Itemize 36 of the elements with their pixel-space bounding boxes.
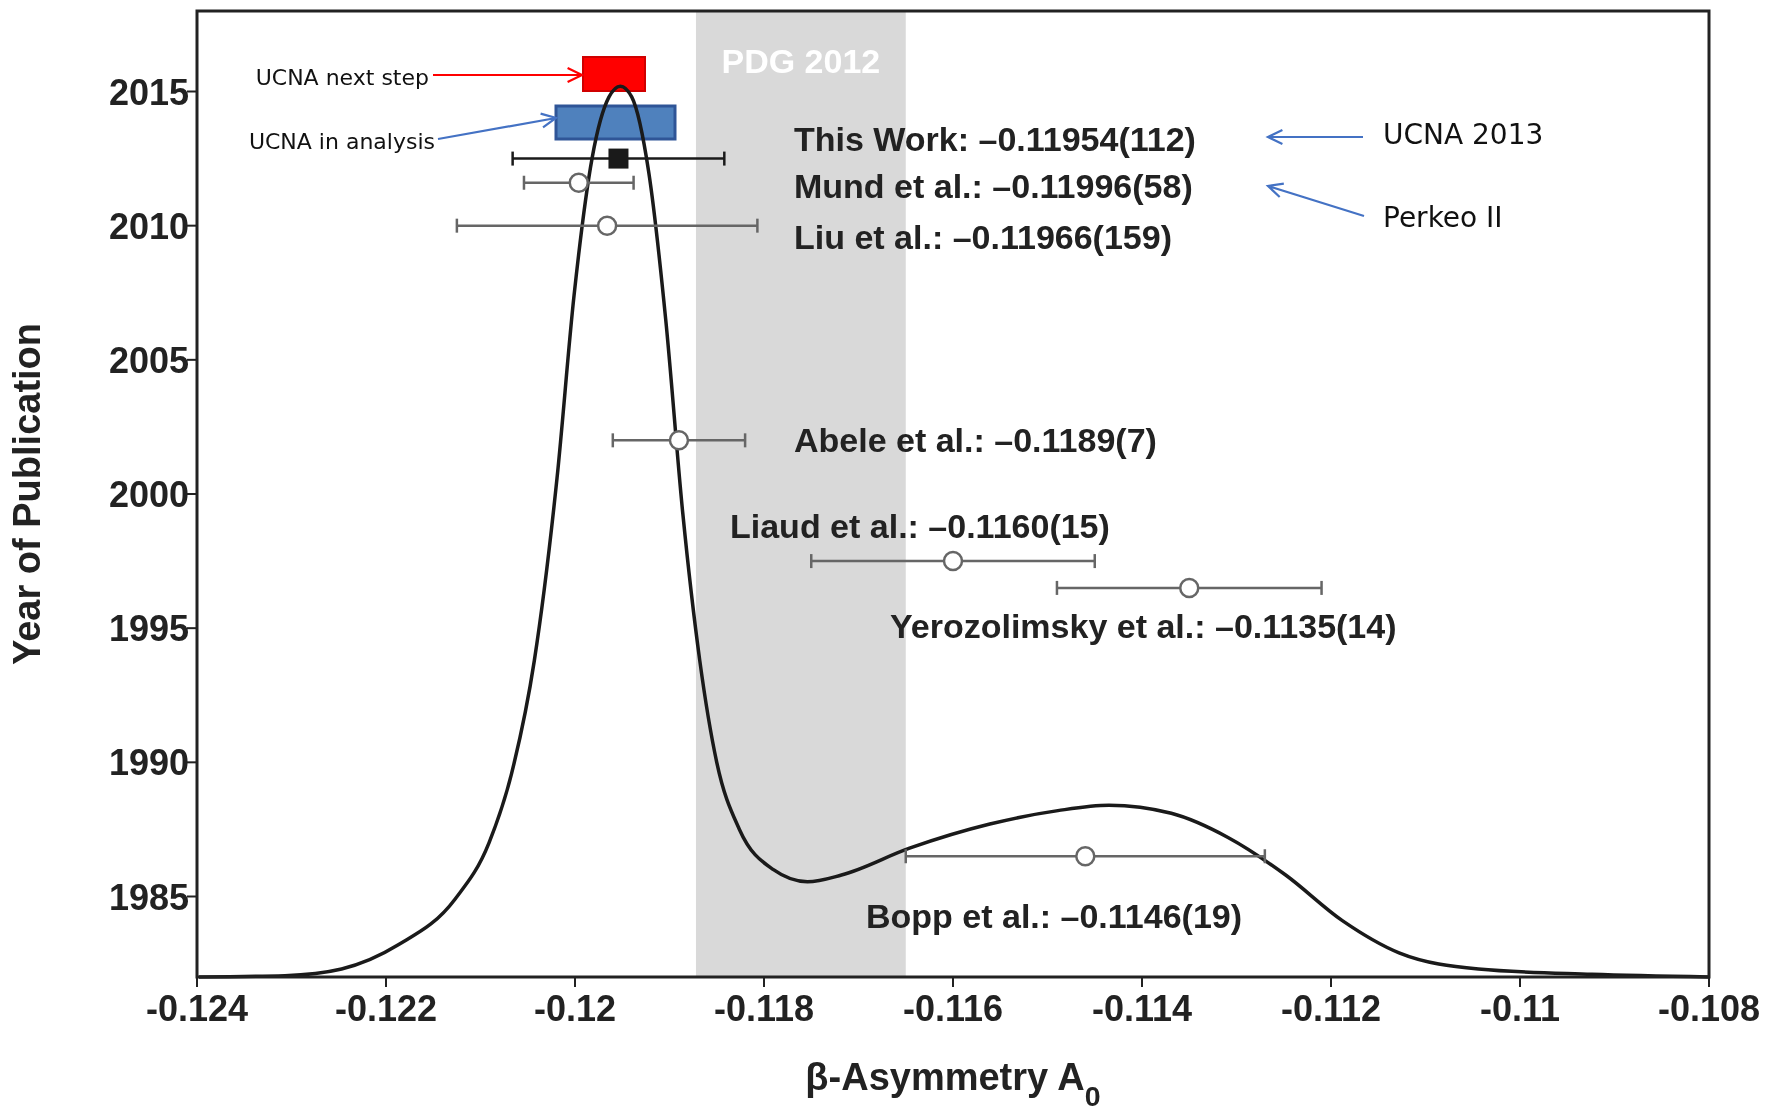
y-tick-label: 1995 xyxy=(108,608,189,650)
x-tick-label: -0.11 xyxy=(1479,988,1561,1029)
y-tick-label: 2000 xyxy=(108,474,189,515)
y-tick-label: 2005 xyxy=(108,339,189,381)
y-tick-label: 1990 xyxy=(108,742,189,784)
annotation: Liu et al.: –0.11966(159) xyxy=(794,218,1172,256)
y-axis-title: Year of Publication xyxy=(6,322,48,666)
x-tick-label: -0.118 xyxy=(713,988,815,1029)
point xyxy=(608,148,629,169)
annotation: UCNA 2013 xyxy=(1383,118,1544,151)
annotation: Abele et al.: –0.1189(7) xyxy=(794,421,1157,459)
x-tick-label: -0.114 xyxy=(1091,988,1193,1029)
y-tick-label: 2015 xyxy=(108,71,189,113)
annotation: UCNA next step xyxy=(255,65,429,90)
annotation: Perkeo II xyxy=(1383,201,1503,234)
x-axis-title: β-Asymmetry A$_{0}$ xyxy=(805,1056,1101,1112)
point xyxy=(1075,846,1096,867)
point xyxy=(596,215,618,236)
annotation: UCNA in analysis xyxy=(248,129,435,154)
x-tick-label: -0.108 xyxy=(1657,988,1761,1029)
y-tick-label: 1985 xyxy=(108,876,189,918)
x-tick-label: -0.122 xyxy=(334,988,438,1029)
x-tick-label: -0.12 xyxy=(533,988,617,1029)
x-tick-label: -0.112 xyxy=(1280,988,1382,1029)
x-tick-label: -0.116 xyxy=(902,988,1004,1029)
annotation: Yerozolimsky et al.: –0.1135(14) xyxy=(890,607,1397,645)
annotation: This Work: –0.11954(112) xyxy=(794,120,1196,158)
point xyxy=(668,430,690,451)
annotation: Mund et al.: –0.11996(58) xyxy=(794,167,1193,205)
point xyxy=(1179,577,1200,599)
annotation: Liaud et al.: –0.1160(15) xyxy=(730,507,1110,545)
y-tick-label: 2010 xyxy=(108,205,189,247)
x-tick-label: -0.124 xyxy=(145,988,249,1029)
annotation: Bopp et al.: –0.1146(19) xyxy=(866,897,1243,935)
point xyxy=(568,172,590,193)
point xyxy=(942,550,964,572)
